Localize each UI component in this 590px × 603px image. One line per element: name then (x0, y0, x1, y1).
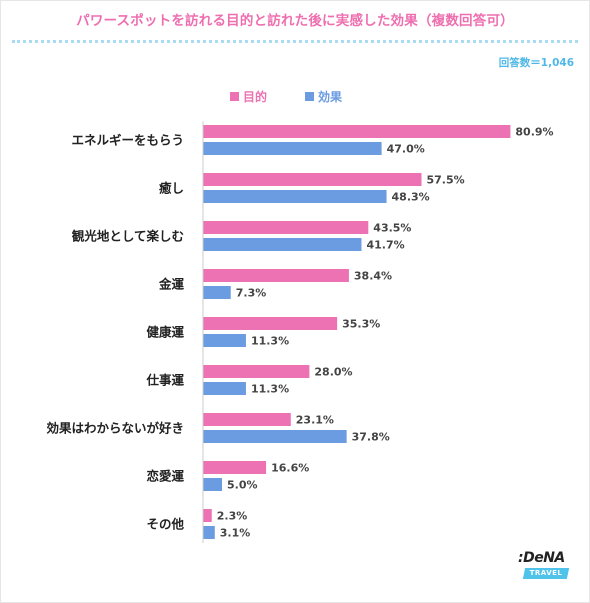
category-label: 健康運 (146, 325, 184, 340)
legend-label-effect: 効果 (318, 89, 343, 104)
logo-subtext: TRAVEL (529, 569, 563, 577)
value-label: 35.3% (342, 318, 380, 331)
value-label: 3.1% (220, 527, 251, 540)
value-label: 80.9% (515, 126, 553, 139)
legend-swatch-effect (305, 91, 315, 101)
value-label: 11.3% (251, 335, 289, 348)
legend-item-effect: 効果 (305, 88, 342, 105)
bar-effect (203, 526, 215, 539)
bar-effect (203, 478, 222, 491)
value-label: 48.3% (392, 191, 430, 204)
value-label: 23.1% (296, 414, 334, 427)
category-label: 仕事運 (145, 373, 184, 388)
bar-purpose (203, 413, 291, 426)
legend: 目的 効果 (230, 88, 380, 104)
sample-size: 回答数＝1,046 (498, 57, 574, 69)
bar-effect (203, 142, 382, 155)
legend-label-purpose: 目的 (243, 89, 268, 104)
value-label: 16.6% (271, 462, 309, 475)
bar-purpose (203, 461, 267, 474)
bar-purpose (203, 221, 369, 234)
category-label: エネルギーをもらう (71, 133, 184, 148)
bar-purpose (203, 317, 338, 330)
value-label: 5.0% (227, 479, 258, 492)
value-label: 43.5% (373, 222, 411, 235)
value-label: 47.0% (387, 143, 425, 156)
dotted-divider (12, 40, 578, 43)
bar-purpose (203, 365, 310, 378)
category-label: 金運 (158, 277, 185, 292)
bar-effect (203, 238, 362, 251)
category-label: 効果はわからないが好き (46, 421, 184, 436)
bar-effect (203, 286, 231, 299)
value-label: 11.3% (251, 383, 289, 396)
value-label: 28.0% (314, 366, 352, 379)
logo-text: :DeNA (518, 550, 565, 566)
bar-effect (203, 190, 387, 203)
dena-travel-logo: :DeNA TRAVEL (518, 550, 574, 586)
bar-purpose (203, 125, 511, 138)
category-label: 観光地として楽しむ (72, 229, 184, 244)
category-label: その他 (146, 517, 184, 532)
value-label: 37.8% (352, 431, 390, 444)
bar-effect (203, 334, 246, 347)
category-label: 癒し (159, 181, 184, 196)
value-label: 7.3% (236, 287, 267, 300)
value-label: 57.5% (427, 174, 465, 187)
bar-purpose (203, 173, 422, 186)
bar-effect (203, 430, 347, 443)
legend-item-purpose: 目的 (230, 88, 267, 105)
value-label: 38.4% (354, 270, 392, 283)
value-label: 41.7% (366, 239, 404, 252)
bar-purpose (203, 269, 349, 282)
chart-title: パワースポットを訪れる目的と訪れた後に実感した効果（複数回答可） (76, 13, 514, 29)
value-label: 2.3% (217, 510, 248, 523)
bar-purpose (203, 509, 212, 522)
category-label: 恋愛運 (146, 469, 184, 484)
bar-effect (203, 382, 246, 395)
legend-swatch-purpose (230, 91, 239, 101)
